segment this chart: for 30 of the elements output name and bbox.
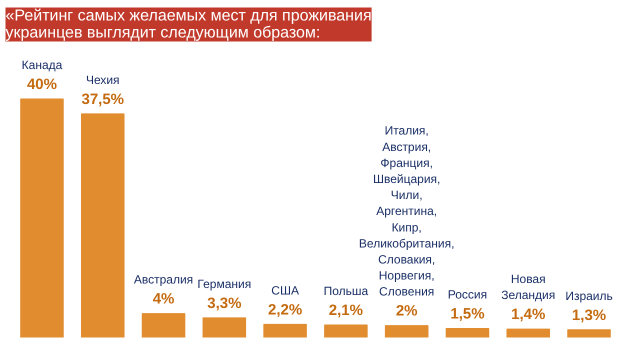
bar (446, 328, 490, 338)
data-label: 2,2% (268, 301, 302, 318)
bar (324, 324, 368, 338)
bar (202, 317, 246, 338)
data-label: 1,3% (572, 306, 606, 324)
data-label: 3,3% (207, 294, 242, 312)
bar (80, 113, 125, 338)
bar (384, 325, 428, 338)
x-tick-label: Чехия (86, 72, 120, 87)
x-tick-label: Новая Зеландия (501, 272, 556, 302)
bar (20, 98, 64, 338)
chart-title: «Рейтинг самых желаемых мест для проживания украинцев выглядит следующим образом: (6, 8, 372, 42)
data-label: 1,5% (450, 306, 485, 323)
bar (567, 329, 611, 338)
x-tick-label: Канада (22, 58, 63, 72)
bar (263, 324, 307, 338)
data-label: 1,4% (511, 306, 546, 324)
x-tick-label: Россия (448, 288, 488, 302)
x-tick-label: Германия (197, 276, 252, 291)
bar (142, 313, 186, 338)
x-tick-label: Израиль (565, 288, 613, 303)
bar (506, 328, 550, 338)
x-tick-label: США (271, 283, 299, 298)
x-tick-label: Австралия (134, 272, 194, 287)
data-label: 4% (152, 290, 174, 308)
data-label: 40% (26, 76, 57, 94)
x-tick-label: Польша (324, 284, 369, 298)
data-label: 2,1% (328, 302, 363, 320)
data-label: 2% (396, 302, 418, 320)
data-label: 37,5% (81, 90, 124, 108)
